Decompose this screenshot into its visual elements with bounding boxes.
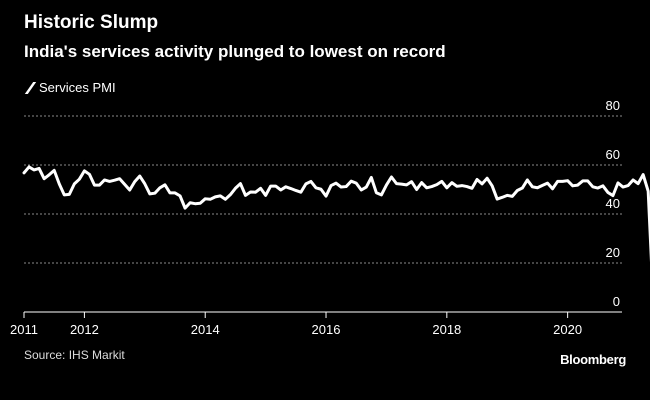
y-tick-label-0: 0 — [613, 294, 620, 309]
x-tick-label-2016: 2016 — [312, 322, 341, 337]
legend: Services PMI — [24, 80, 116, 95]
chart-subtitle: India's services activity plunged to low… — [24, 42, 446, 61]
y-axis-ticks: 0 20 40 60 80 — [606, 98, 620, 309]
x-axis: 2011 2012 2014 2016 2018 2020 — [10, 311, 622, 337]
y-tick-label-80: 80 — [606, 98, 620, 113]
x-tick-label-2012: 2012 — [70, 322, 99, 337]
x-tick-label-2014: 2014 — [191, 322, 220, 337]
source-note: Source: IHS Markit — [24, 348, 125, 362]
bloomberg-logo: Bloomberg — [560, 352, 626, 367]
y-tick-label-20: 20 — [606, 245, 620, 260]
series-layer — [22, 165, 650, 263]
x-tick-label-2018: 2018 — [432, 322, 461, 337]
x-tick-label-2011: 2011 — [10, 322, 38, 337]
y-tick-label-60: 60 — [606, 147, 620, 162]
legend-label-services-pmi: Services PMI — [39, 80, 116, 95]
y-tick-label-40: 40 — [606, 196, 620, 211]
chart-title: Historic Slump — [24, 12, 159, 33]
x-tick-label-2020: 2020 — [553, 322, 582, 337]
series-line-services-pmi — [22, 165, 650, 263]
